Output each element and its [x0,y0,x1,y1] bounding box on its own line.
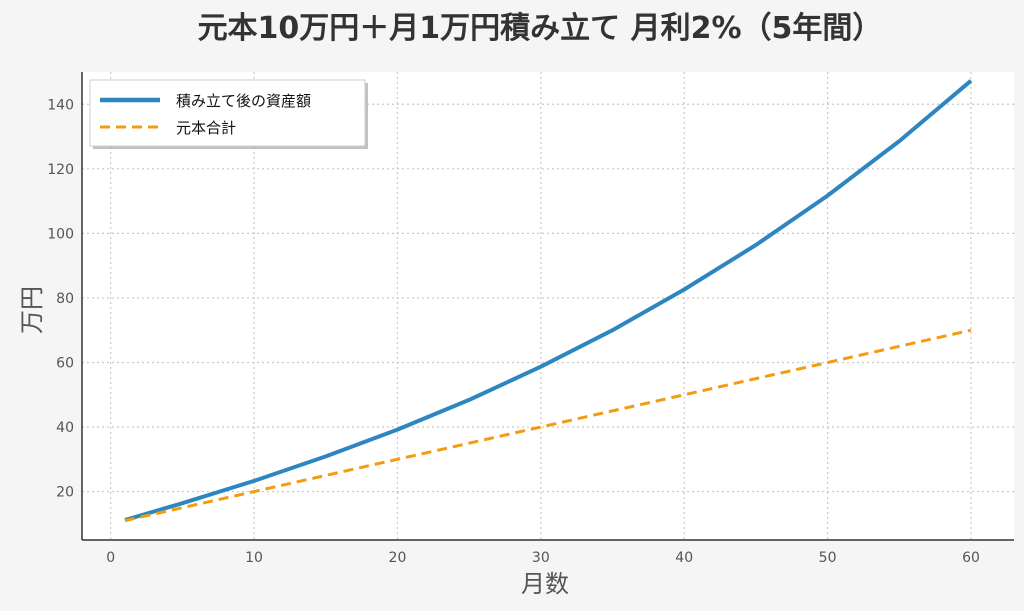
y-tick-label: 20 [56,485,74,501]
y-tick-label: 60 [56,355,74,371]
x-tick-label: 10 [245,550,263,566]
legend-label-2: 元本合計 [176,119,236,137]
legend-label-1: 積み立て後の資産額 [176,92,311,110]
x-tick-label: 20 [389,550,407,566]
x-tick-label: 60 [962,550,980,566]
y-tick-label: 40 [56,420,74,436]
y-tick-label: 120 [47,162,74,178]
series-line-2 [124,328,972,523]
x-tick-label: 50 [819,550,837,566]
y-tick-label: 100 [47,226,74,242]
x-axis-label: 月数 [521,570,569,598]
x-tick-label: 0 [106,550,115,566]
plot-area [82,72,1014,540]
legend-box [89,79,366,147]
y-axis-label: 万円 [18,286,46,334]
series-line-1 [124,79,973,522]
y-tick-label: 140 [47,97,74,113]
chart-title: 元本10万円＋月1万円積み立て 月利2%（5年間） [198,11,883,46]
y-tick-label: 80 [56,291,74,307]
x-tick-label: 30 [532,550,550,566]
x-tick-label: 40 [675,550,693,566]
